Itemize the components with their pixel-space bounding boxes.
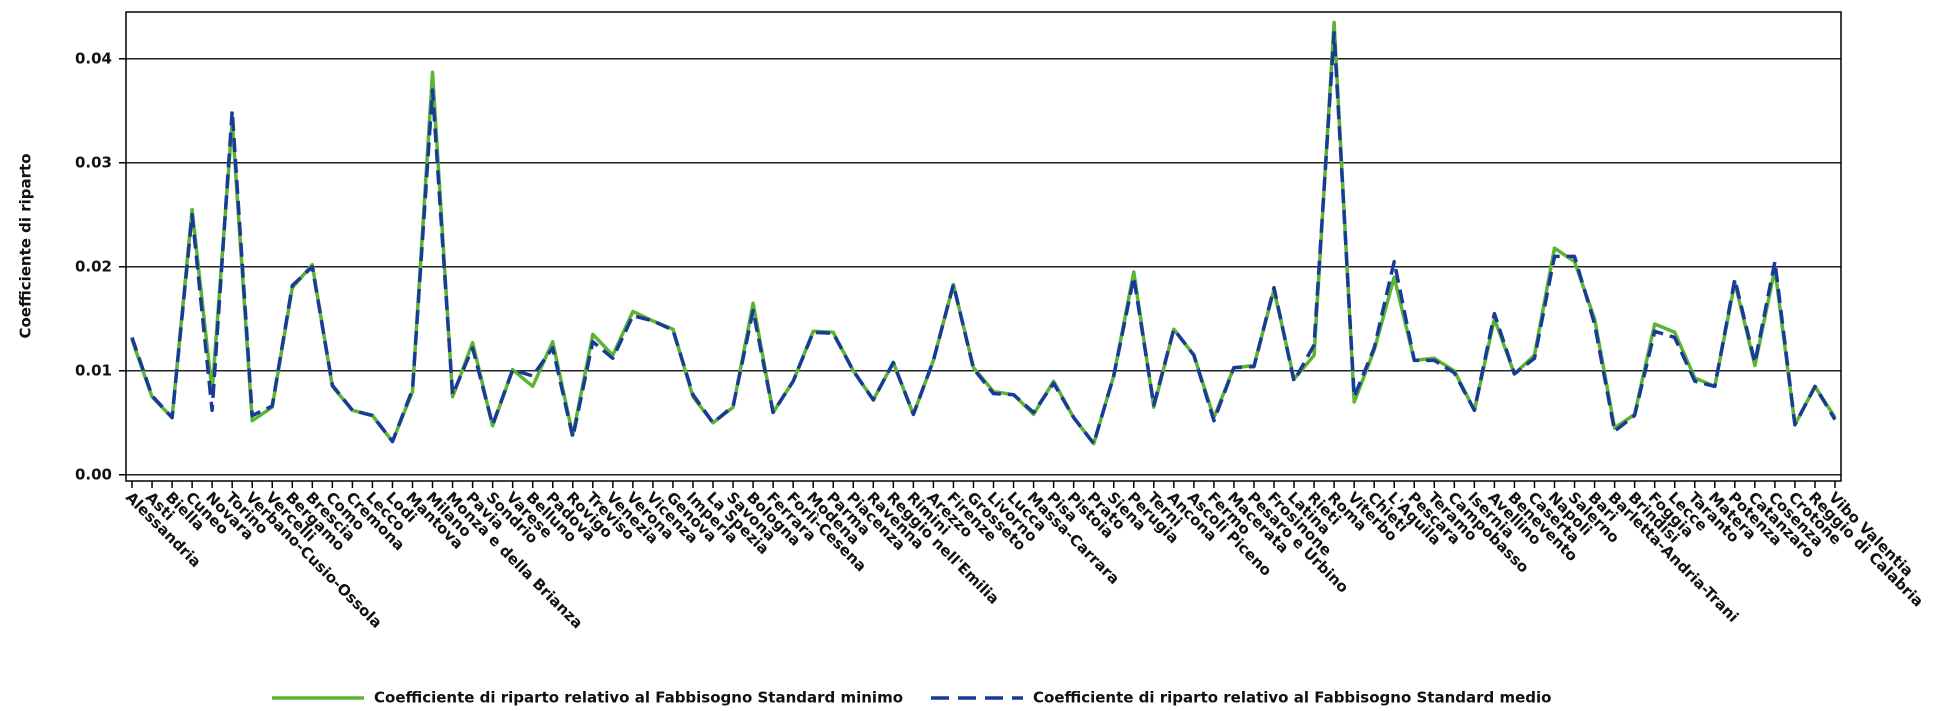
y-axis-label: Coefficiente di riparto — [17, 153, 35, 338]
x-tick-label: Reggio di Calabria — [1805, 488, 1927, 610]
plot-frame — [125, 11, 1842, 482]
legend-label: Coefficiente di riparto relativo al Fabb… — [374, 689, 903, 707]
y-tick-label: 0.03 — [75, 153, 112, 171]
y-tick-label: 0.01 — [75, 361, 112, 379]
series-line — [130, 31, 1837, 446]
y-tick-label: 0.04 — [75, 49, 112, 67]
y-tick-label: 0.02 — [75, 257, 112, 275]
legend-label: Coefficiente di riparto relativo al Fabb… — [1033, 689, 1551, 707]
y-tick-label: 0.00 — [75, 465, 112, 483]
